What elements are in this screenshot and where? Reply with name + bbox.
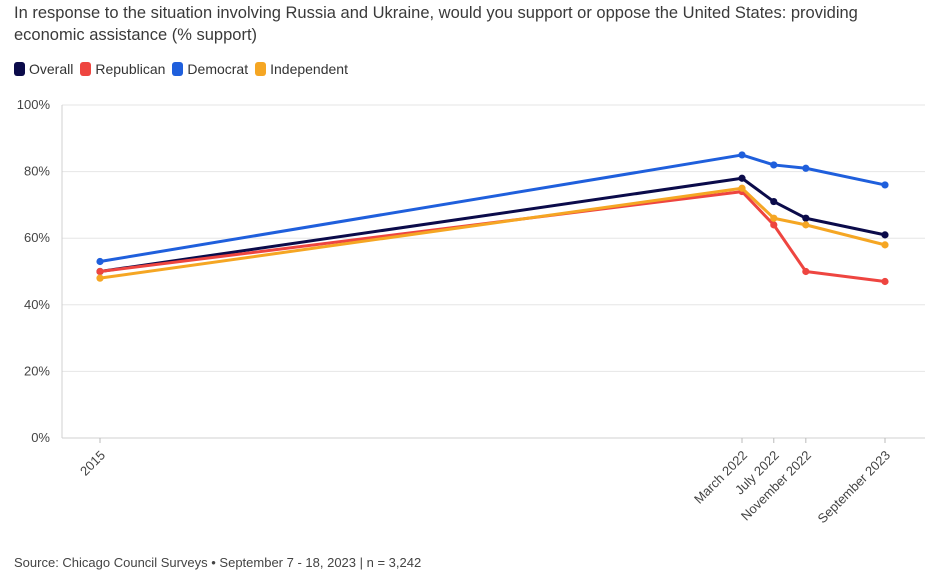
data-point-republican xyxy=(96,267,104,276)
x-tick-label: September 2023 xyxy=(815,448,894,527)
data-point-overall xyxy=(738,174,746,182)
source-note: Source: Chicago Council Surveys • Septem… xyxy=(14,555,422,570)
data-point-democrat xyxy=(738,151,746,159)
y-tick-label: 20% xyxy=(24,363,50,378)
data-point-republican xyxy=(770,221,778,229)
legend-item-democrat[interactable]: Democrat xyxy=(172,61,248,77)
data-point-democrat xyxy=(802,164,810,172)
legend-label-democrat: Democrat xyxy=(187,61,249,77)
data-point-republican xyxy=(881,277,889,286)
chart-title: In response to the situation involving R… xyxy=(14,4,858,44)
y-tick-label: 60% xyxy=(24,230,50,245)
data-point-independent xyxy=(738,184,746,192)
legend-swatch-republican xyxy=(80,62,92,76)
legend-swatch-independent xyxy=(255,62,267,76)
y-tick-label: 40% xyxy=(24,297,50,312)
series-line-independent xyxy=(98,186,887,280)
y-tick-label: 80% xyxy=(24,164,50,179)
data-point-independent xyxy=(881,241,889,249)
data-point-independent xyxy=(96,274,104,282)
legend-item-independent[interactable]: Independent xyxy=(255,61,348,77)
legend-item-republican[interactable]: Republican xyxy=(80,61,165,77)
data-point-overall xyxy=(881,231,889,239)
y-tick-label: 100% xyxy=(17,97,51,112)
legend-swatch-overall xyxy=(14,62,25,76)
legend-label-overall: Overall xyxy=(29,61,74,77)
legend-item-overall[interactable]: Overall xyxy=(14,61,73,77)
data-point-independent xyxy=(802,221,810,229)
data-point-democrat xyxy=(96,257,104,266)
x-tick-label: 2015 xyxy=(77,448,108,479)
y-tick-label: 0% xyxy=(31,430,50,445)
series-line-republican xyxy=(98,190,887,283)
legend-label-republican: Republican xyxy=(95,61,166,77)
legend-swatch-democrat xyxy=(172,62,184,76)
legend-label-independent: Independent xyxy=(270,61,348,77)
legend: Overall Republican Democrat Independent xyxy=(14,61,355,77)
data-point-democrat xyxy=(881,181,889,189)
data-point-independent xyxy=(770,214,778,222)
data-point-overall xyxy=(802,214,810,222)
data-point-democrat xyxy=(770,161,778,169)
series-line-democrat xyxy=(98,153,887,264)
data-point-republican xyxy=(802,267,810,276)
data-point-overall xyxy=(770,197,778,206)
